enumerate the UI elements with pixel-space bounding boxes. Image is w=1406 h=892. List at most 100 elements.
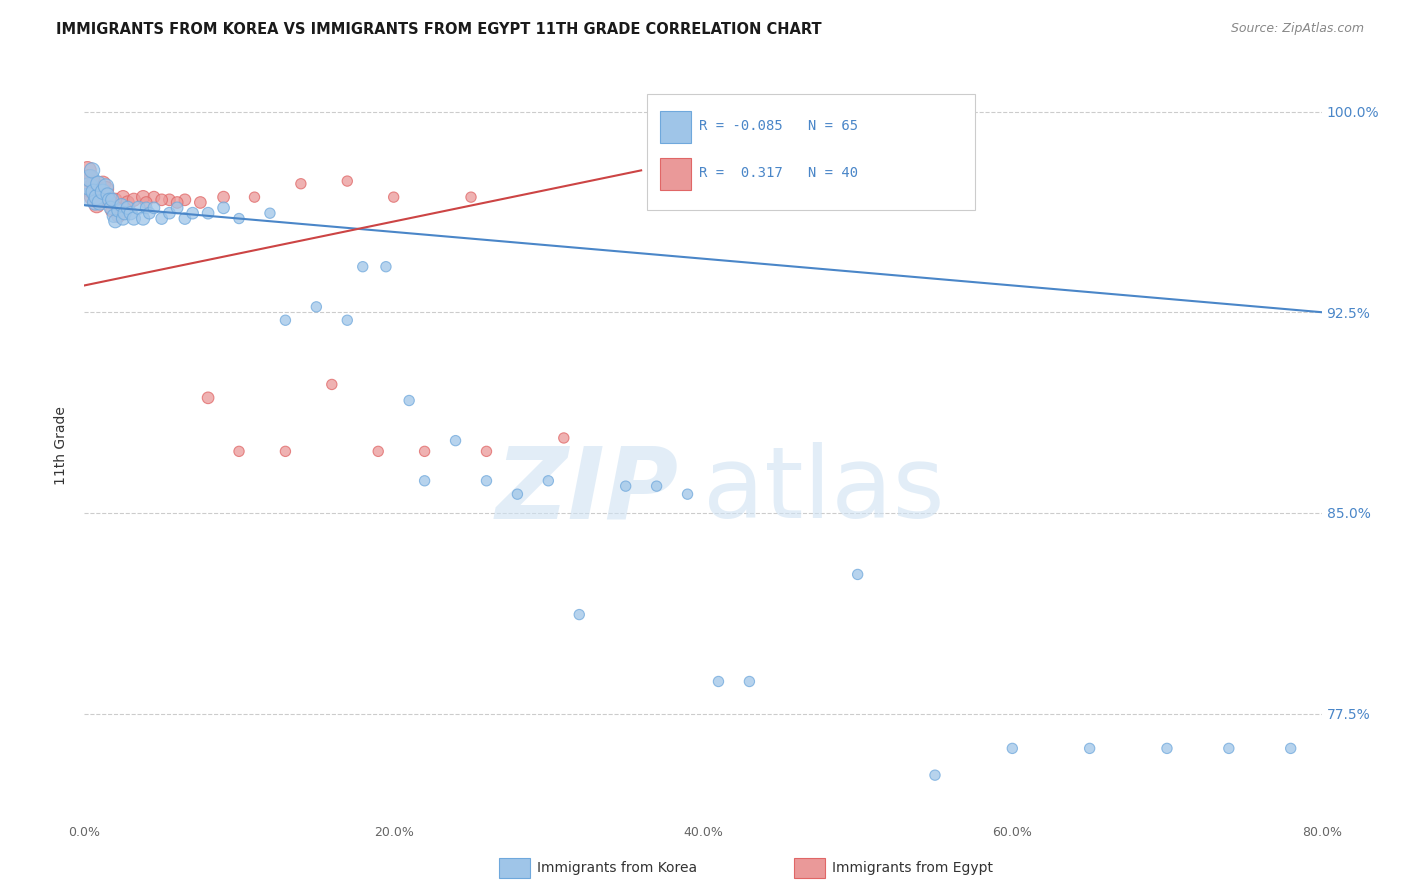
Point bbox=[104, 193, 127, 207]
Text: Immigrants from Korea: Immigrants from Korea bbox=[537, 861, 697, 875]
Point bbox=[135, 195, 157, 210]
Point bbox=[117, 201, 139, 215]
Point bbox=[305, 300, 328, 314]
Point bbox=[77, 179, 100, 194]
Point bbox=[166, 201, 188, 215]
Point bbox=[188, 195, 212, 210]
Point bbox=[132, 190, 155, 204]
Point bbox=[382, 190, 405, 204]
Point bbox=[112, 211, 135, 226]
Point bbox=[159, 206, 181, 220]
Text: ZIP: ZIP bbox=[495, 442, 678, 540]
Point bbox=[274, 444, 297, 458]
Point bbox=[107, 203, 129, 218]
Point bbox=[98, 193, 121, 207]
Point bbox=[1078, 741, 1101, 756]
Point bbox=[1279, 741, 1302, 756]
Point bbox=[82, 163, 104, 178]
Point bbox=[100, 201, 122, 215]
Point bbox=[135, 201, 157, 215]
Point bbox=[143, 201, 166, 215]
Point bbox=[367, 444, 389, 458]
Point bbox=[181, 206, 204, 220]
Point bbox=[94, 179, 117, 194]
Point bbox=[107, 209, 129, 223]
Point bbox=[537, 474, 560, 488]
Point bbox=[86, 198, 108, 212]
Point bbox=[143, 190, 166, 204]
Point bbox=[91, 185, 114, 199]
Point bbox=[87, 182, 110, 196]
Point bbox=[94, 182, 117, 196]
Point bbox=[676, 487, 699, 501]
Point bbox=[375, 260, 398, 274]
Point bbox=[114, 206, 136, 220]
Point bbox=[150, 211, 173, 226]
Point bbox=[98, 193, 121, 207]
FancyBboxPatch shape bbox=[659, 112, 690, 143]
Point bbox=[506, 487, 529, 501]
Point bbox=[77, 171, 100, 186]
Text: atlas: atlas bbox=[703, 442, 945, 540]
Point bbox=[132, 211, 155, 226]
Point bbox=[101, 193, 124, 207]
Point bbox=[76, 190, 98, 204]
Point bbox=[87, 177, 110, 191]
Point bbox=[174, 193, 197, 207]
Point bbox=[89, 193, 111, 207]
Point bbox=[197, 206, 219, 220]
Point bbox=[82, 190, 104, 204]
Point bbox=[117, 195, 139, 210]
Point bbox=[290, 177, 312, 191]
Text: R = -0.085   N = 65: R = -0.085 N = 65 bbox=[699, 119, 859, 133]
Point bbox=[84, 187, 107, 202]
Point bbox=[243, 190, 266, 204]
Point bbox=[79, 171, 101, 186]
Point bbox=[159, 193, 181, 207]
Y-axis label: 11th Grade: 11th Grade bbox=[55, 407, 69, 485]
Point bbox=[1001, 741, 1024, 756]
Text: Immigrants from Egypt: Immigrants from Egypt bbox=[832, 861, 994, 875]
Point bbox=[336, 313, 359, 327]
Text: Source: ZipAtlas.com: Source: ZipAtlas.com bbox=[1230, 22, 1364, 36]
Point bbox=[846, 567, 869, 582]
Point bbox=[103, 209, 125, 223]
Point bbox=[79, 182, 101, 196]
Point bbox=[89, 195, 111, 210]
Point bbox=[924, 768, 946, 782]
Point bbox=[413, 474, 436, 488]
FancyBboxPatch shape bbox=[659, 158, 690, 190]
Point bbox=[166, 195, 188, 210]
Point bbox=[84, 195, 107, 210]
Point bbox=[553, 431, 575, 445]
FancyBboxPatch shape bbox=[647, 94, 976, 210]
Point bbox=[104, 214, 127, 228]
Point bbox=[475, 444, 498, 458]
Point bbox=[112, 190, 135, 204]
Point bbox=[259, 206, 281, 220]
Point bbox=[1218, 741, 1240, 756]
Point bbox=[197, 391, 219, 405]
Point bbox=[212, 201, 235, 215]
Point bbox=[274, 313, 297, 327]
Point bbox=[128, 201, 150, 215]
Point bbox=[1156, 741, 1178, 756]
Point bbox=[150, 193, 173, 207]
Point bbox=[97, 187, 120, 202]
Point bbox=[321, 377, 343, 392]
Point bbox=[352, 260, 374, 274]
Point bbox=[83, 177, 105, 191]
Point bbox=[122, 211, 145, 226]
Point bbox=[460, 190, 482, 204]
Point bbox=[228, 444, 250, 458]
Point bbox=[120, 206, 142, 220]
Point bbox=[174, 211, 197, 226]
Text: R =  0.317   N = 40: R = 0.317 N = 40 bbox=[699, 166, 859, 180]
Point bbox=[645, 479, 668, 493]
Point bbox=[228, 211, 250, 226]
Point bbox=[101, 203, 124, 218]
Point bbox=[86, 190, 108, 204]
Point bbox=[614, 479, 637, 493]
Point bbox=[110, 198, 132, 212]
Point bbox=[413, 444, 436, 458]
